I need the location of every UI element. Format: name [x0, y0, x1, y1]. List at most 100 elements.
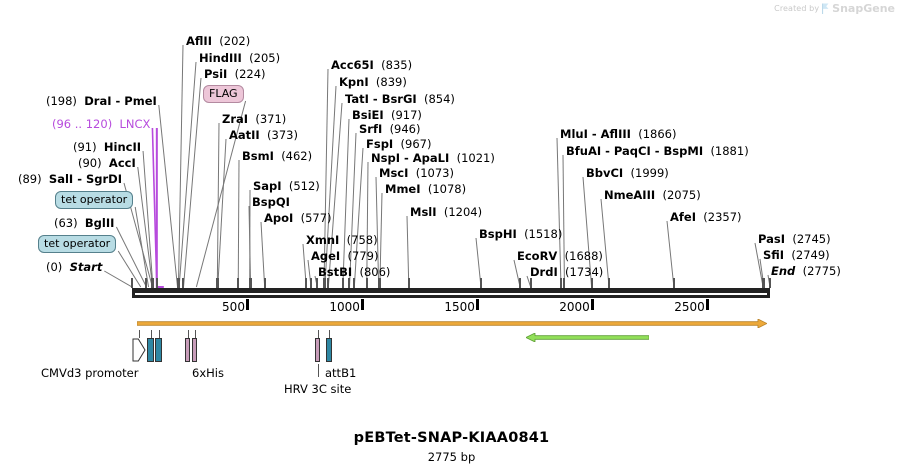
ruler-site-tick — [377, 278, 380, 288]
site-position: (2357) — [703, 210, 742, 224]
feature-box-cmv-box-a — [147, 338, 154, 362]
enzyme-name: ApaLI — [412, 151, 450, 165]
enzyme-name: KpnI — [339, 75, 369, 89]
ruler-site-tick — [378, 278, 381, 288]
site-position: (577) — [300, 211, 332, 225]
site-label: NmeAIII (2075) — [604, 189, 701, 201]
site-label: SfiI (2749) — [763, 249, 830, 261]
enzyme-name: Start — [69, 260, 103, 274]
site-position: (512) — [288, 179, 320, 193]
site-label: ZraI (371) — [222, 113, 286, 125]
name-separator: - — [399, 151, 413, 165]
site-position: (91) — [73, 140, 97, 154]
site-label: MluI - AflIII (1866) — [560, 128, 676, 140]
site-label: XmnI (758) — [306, 234, 378, 246]
leader-line — [248, 205, 252, 288]
ruler-tick-mark — [245, 299, 249, 310]
ruler-site-tick — [263, 278, 266, 288]
enzyme-name: ApoI — [264, 211, 294, 225]
ruler-tick-label: 1500 — [444, 300, 475, 314]
site-position: (839) — [375, 75, 407, 89]
site-label: TatI - BsrGI (854) — [345, 93, 455, 105]
ruler-site-tick — [182, 278, 185, 288]
site-label: End (2775) — [771, 265, 841, 277]
site-label: PsiI (224) — [204, 68, 266, 80]
ruler-site-tick — [155, 278, 158, 288]
site-position: (779) — [347, 249, 379, 263]
enzyme-name: HincII — [103, 140, 142, 154]
site-position: (462) — [281, 149, 313, 163]
site-label: (91) HincII — [73, 141, 141, 153]
hrv3c-label-connector — [318, 364, 319, 377]
site-label: KpnI (839) — [339, 76, 407, 88]
leader-line — [158, 104, 179, 288]
enzyme-name: DrdI — [530, 265, 558, 279]
enzyme-name: XmnI — [306, 233, 340, 247]
feature-stem — [150, 330, 152, 338]
tet-operator-badge: tet operator — [38, 235, 117, 253]
feature-label: HRV 3C site — [284, 382, 352, 396]
site-position: (2075) — [662, 188, 701, 202]
feature-box-6xhis — [192, 338, 197, 362]
site-label: AgeI (779) — [311, 250, 378, 262]
enzyme-name: SfiI — [763, 248, 785, 262]
site-label: BspQI — [252, 196, 290, 208]
feature-box-attb1 — [326, 338, 332, 362]
feature-cmvd3-promoter — [132, 338, 146, 362]
enzyme-name: SalI — [48, 172, 74, 186]
ruler-site-tick — [249, 278, 252, 288]
site-position: (1204) — [443, 205, 483, 219]
feature-label: CMVd3 promoter — [41, 366, 139, 380]
feature-box-cmv-box-b — [155, 338, 162, 362]
ruler-site-tick — [672, 278, 675, 288]
ruler-tick-label: 500 — [222, 300, 245, 314]
feature-box-hrv-3c-site — [315, 338, 320, 362]
ruler-site-tick — [348, 278, 351, 288]
ruler-tick-mark — [360, 299, 364, 310]
leader-line — [134, 206, 150, 288]
enzyme-name: MluI — [560, 127, 588, 141]
site-label: (90) AccI — [78, 157, 136, 169]
site-position: (96 .. 120) — [52, 117, 113, 131]
leader-line — [183, 77, 202, 288]
name-separator: - — [650, 144, 664, 158]
site-position: (89) — [18, 172, 42, 186]
ruler-site-tick — [608, 278, 611, 288]
name-separator: - — [601, 144, 614, 158]
site-label: AflII (202) — [186, 35, 250, 47]
site-position: (0) — [46, 260, 63, 274]
green-track — [525, 327, 650, 343]
enzyme-name: End — [771, 264, 796, 278]
enzyme-name: NspI — [371, 151, 400, 165]
ruler-tick-mark — [475, 299, 479, 310]
enzyme-name: PaqCI — [613, 144, 651, 158]
feature-stem — [158, 330, 160, 338]
site-position: (946) — [389, 122, 421, 136]
watermark-brand: SnapGene — [832, 2, 895, 15]
site-position: (2749) — [791, 248, 830, 262]
feature-stem — [187, 330, 189, 338]
site-label: BstBI (806) — [318, 266, 390, 278]
ruler-site-tick — [151, 278, 154, 288]
enzyme-name: SapI — [253, 179, 282, 193]
ruler-site-tick — [305, 278, 308, 288]
enzyme-name: SrfI — [359, 122, 383, 136]
backbone-cap-end — [767, 288, 770, 298]
leader-line — [217, 138, 227, 288]
feature-stem — [194, 330, 196, 338]
backbone-bar-lower — [132, 295, 770, 298]
ruler-tick-label: 2500 — [674, 300, 705, 314]
site-label: EcoRV (1688) — [517, 250, 603, 262]
name-separator: - — [73, 172, 86, 186]
enzyme-name: BglII — [84, 216, 115, 230]
enzyme-name: AatII — [229, 128, 260, 142]
site-position: (1866) — [638, 127, 677, 141]
enzyme-name: NmeAIII — [604, 188, 656, 202]
backbone-bar — [132, 288, 770, 293]
site-position: (371) — [255, 112, 287, 126]
site-label: Acc65I (835) — [331, 59, 412, 71]
enzyme-name: AfeI — [670, 210, 696, 224]
backbone-cap-start — [132, 288, 135, 298]
site-label: BbvCI (1999) — [586, 167, 669, 179]
site-position: (1999) — [630, 166, 669, 180]
